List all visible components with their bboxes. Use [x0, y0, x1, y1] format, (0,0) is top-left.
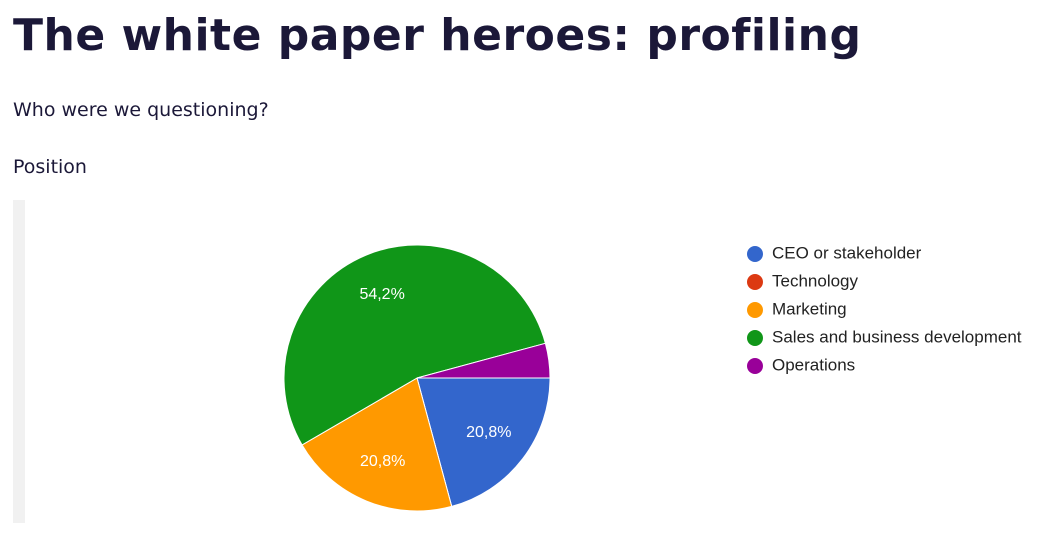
pie-slice [416, 342, 551, 379]
slice-label: 20,8% [466, 424, 511, 441]
chart-frame [13, 200, 25, 523]
legend-swatch [747, 274, 763, 290]
pie-slice [283, 244, 547, 446]
legend-label: CEO or stakeholder [772, 243, 922, 262]
legend-label: Marketing [772, 299, 847, 318]
chart: 20,8% 20,8% 54,2% CEO or stakeholder Technol… [13, 200, 1022, 523]
chart-title: Position [13, 156, 87, 178]
slice-label: 54,2% [359, 286, 404, 303]
legend-label: Sales and business development [772, 327, 1022, 346]
legend-label: Technology [772, 271, 859, 290]
slice-label: 20,8% [360, 453, 405, 470]
pie-slice [416, 377, 551, 508]
question: Who were we questioning? [13, 99, 269, 121]
pie-slice [301, 377, 453, 512]
legend-label: Operations [772, 355, 855, 374]
legend-swatch [747, 302, 763, 318]
legend-swatch [747, 330, 763, 346]
legend-swatch [747, 246, 763, 262]
page-title: The white paper heroes: profiling [13, 10, 862, 61]
legend-swatch [747, 358, 763, 374]
